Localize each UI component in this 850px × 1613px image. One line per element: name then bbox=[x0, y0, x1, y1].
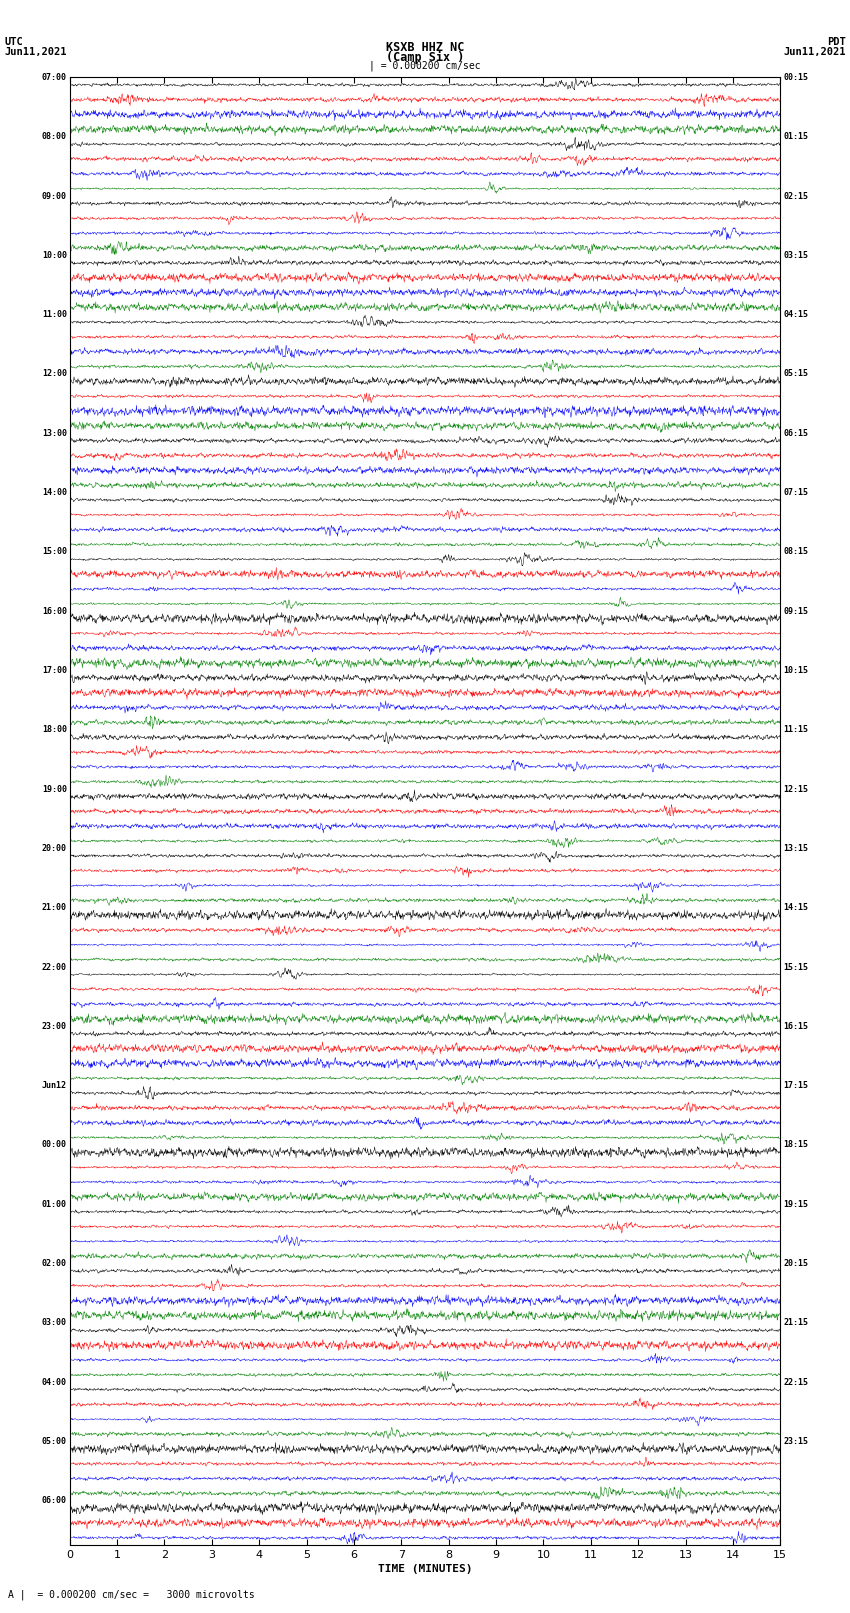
Text: 20:15: 20:15 bbox=[783, 1260, 808, 1268]
Text: 00:00: 00:00 bbox=[42, 1140, 67, 1150]
Text: 23:15: 23:15 bbox=[783, 1437, 808, 1445]
Text: 06:15: 06:15 bbox=[783, 429, 808, 437]
Text: 12:00: 12:00 bbox=[42, 369, 67, 379]
Text: 07:00: 07:00 bbox=[42, 73, 67, 82]
Text: 22:00: 22:00 bbox=[42, 963, 67, 971]
Text: 13:15: 13:15 bbox=[783, 844, 808, 853]
Text: 02:00: 02:00 bbox=[42, 1260, 67, 1268]
Text: 20:00: 20:00 bbox=[42, 844, 67, 853]
Text: 15:15: 15:15 bbox=[783, 963, 808, 971]
Text: 12:15: 12:15 bbox=[783, 784, 808, 794]
Text: 05:00: 05:00 bbox=[42, 1437, 67, 1445]
Text: 03:15: 03:15 bbox=[783, 252, 808, 260]
Text: 04:15: 04:15 bbox=[783, 310, 808, 319]
Text: A |  = 0.000200 cm/sec =   3000 microvolts: A | = 0.000200 cm/sec = 3000 microvolts bbox=[8, 1589, 255, 1600]
Text: 23:00: 23:00 bbox=[42, 1021, 67, 1031]
Text: 07:15: 07:15 bbox=[783, 489, 808, 497]
Text: 14:00: 14:00 bbox=[42, 489, 67, 497]
Text: 22:15: 22:15 bbox=[783, 1378, 808, 1387]
Text: 14:15: 14:15 bbox=[783, 903, 808, 913]
Text: Jun11,2021: Jun11,2021 bbox=[4, 47, 67, 56]
Text: (Camp Six ): (Camp Six ) bbox=[386, 50, 464, 65]
Text: 05:15: 05:15 bbox=[783, 369, 808, 379]
Text: 18:15: 18:15 bbox=[783, 1140, 808, 1150]
Text: 11:15: 11:15 bbox=[783, 726, 808, 734]
Text: 19:15: 19:15 bbox=[783, 1200, 808, 1208]
Text: 01:15: 01:15 bbox=[783, 132, 808, 142]
Text: 18:00: 18:00 bbox=[42, 726, 67, 734]
Text: KSXB HHZ NC: KSXB HHZ NC bbox=[386, 40, 464, 55]
Text: 15:00: 15:00 bbox=[42, 547, 67, 556]
Text: 13:00: 13:00 bbox=[42, 429, 67, 437]
Text: 08:15: 08:15 bbox=[783, 547, 808, 556]
Text: 10:00: 10:00 bbox=[42, 252, 67, 260]
Text: PDT: PDT bbox=[827, 37, 846, 47]
Text: 21:15: 21:15 bbox=[783, 1318, 808, 1327]
Text: | = 0.000200 cm/sec: | = 0.000200 cm/sec bbox=[369, 60, 481, 71]
Text: 02:15: 02:15 bbox=[783, 192, 808, 200]
Text: 00:15: 00:15 bbox=[783, 73, 808, 82]
Text: 09:00: 09:00 bbox=[42, 192, 67, 200]
Text: Jun11,2021: Jun11,2021 bbox=[783, 47, 846, 56]
Text: 16:15: 16:15 bbox=[783, 1021, 808, 1031]
Text: 10:15: 10:15 bbox=[783, 666, 808, 674]
Text: 04:00: 04:00 bbox=[42, 1378, 67, 1387]
Text: 09:15: 09:15 bbox=[783, 606, 808, 616]
Text: 21:00: 21:00 bbox=[42, 903, 67, 913]
Text: 08:00: 08:00 bbox=[42, 132, 67, 142]
Text: 03:00: 03:00 bbox=[42, 1318, 67, 1327]
Text: 01:00: 01:00 bbox=[42, 1200, 67, 1208]
Text: 17:00: 17:00 bbox=[42, 666, 67, 674]
X-axis label: TIME (MINUTES): TIME (MINUTES) bbox=[377, 1565, 473, 1574]
Text: 17:15: 17:15 bbox=[783, 1081, 808, 1090]
Text: 06:00: 06:00 bbox=[42, 1497, 67, 1505]
Text: 11:00: 11:00 bbox=[42, 310, 67, 319]
Text: 16:00: 16:00 bbox=[42, 606, 67, 616]
Text: Jun12: Jun12 bbox=[42, 1081, 67, 1090]
Text: UTC: UTC bbox=[4, 37, 23, 47]
Text: 19:00: 19:00 bbox=[42, 784, 67, 794]
